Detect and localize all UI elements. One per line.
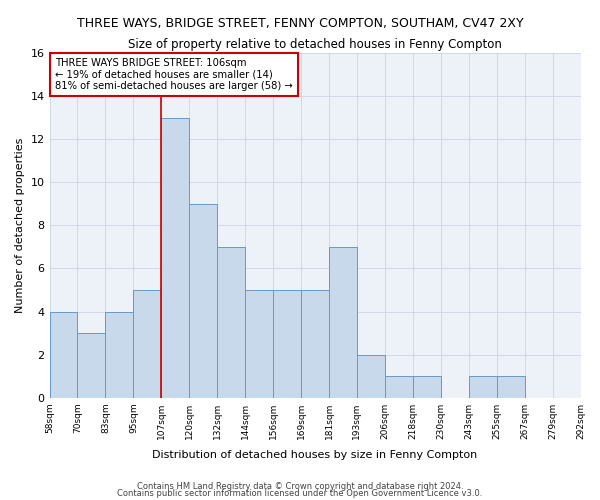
Bar — [161, 118, 189, 398]
Bar — [273, 290, 301, 398]
Title: Size of property relative to detached houses in Fenny Compton: Size of property relative to detached ho… — [128, 38, 502, 51]
Bar — [357, 354, 385, 398]
X-axis label: Distribution of detached houses by size in Fenny Compton: Distribution of detached houses by size … — [152, 450, 478, 460]
Bar — [77, 333, 106, 398]
Bar — [217, 247, 245, 398]
Bar — [497, 376, 524, 398]
Bar — [469, 376, 497, 398]
Y-axis label: Number of detached properties: Number of detached properties — [15, 138, 25, 313]
Bar — [106, 312, 133, 398]
Text: Contains HM Land Registry data © Crown copyright and database right 2024.: Contains HM Land Registry data © Crown c… — [137, 482, 463, 491]
Bar — [245, 290, 273, 398]
Text: THREE WAYS, BRIDGE STREET, FENNY COMPTON, SOUTHAM, CV47 2XY: THREE WAYS, BRIDGE STREET, FENNY COMPTON… — [77, 18, 523, 30]
Bar — [301, 290, 329, 398]
Bar — [189, 204, 217, 398]
Bar — [385, 376, 413, 398]
Bar — [133, 290, 161, 398]
Bar — [50, 312, 77, 398]
Bar — [413, 376, 441, 398]
Text: THREE WAYS BRIDGE STREET: 106sqm
← 19% of detached houses are smaller (14)
81% o: THREE WAYS BRIDGE STREET: 106sqm ← 19% o… — [55, 58, 293, 92]
Text: Contains public sector information licensed under the Open Government Licence v3: Contains public sector information licen… — [118, 489, 482, 498]
Bar — [329, 247, 357, 398]
